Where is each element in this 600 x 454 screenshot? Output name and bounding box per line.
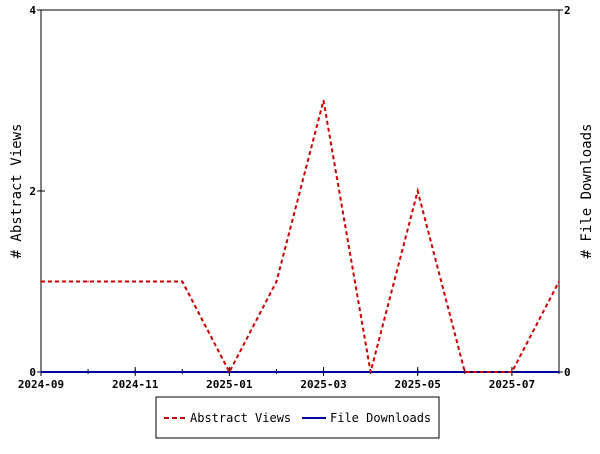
data-point-abstract-views xyxy=(134,280,136,283)
x-tick-label: 2025-05 xyxy=(395,378,441,391)
data-point-file-downloads xyxy=(40,371,42,373)
y-left-tick-label: 0 xyxy=(29,366,36,379)
plot-border xyxy=(40,9,560,373)
data-point-file-downloads xyxy=(275,371,278,373)
y-left-tick-label: 2 xyxy=(29,185,36,198)
plot-area xyxy=(40,9,560,373)
data-point-abstract-views xyxy=(464,371,466,373)
series-lines xyxy=(41,100,560,375)
data-point-abstract-views xyxy=(228,371,231,373)
legend: Abstract Views File Downloads xyxy=(155,396,440,439)
x-tick-label: 2025-01 xyxy=(206,378,253,391)
legend-label-file-downloads: File Downloads xyxy=(330,411,431,425)
data-point-file-downloads xyxy=(322,371,325,373)
legend-box xyxy=(155,396,440,439)
y-right-tick-label: 2 xyxy=(564,4,571,17)
x-tick-label: 2024-11 xyxy=(112,378,159,391)
data-point-file-downloads xyxy=(558,371,560,373)
series-line-abstract-views xyxy=(41,100,560,375)
x-tick-label: 2025-07 xyxy=(489,378,535,391)
data-points xyxy=(40,99,560,373)
y-axis-right-title: # File Downloads xyxy=(579,124,595,259)
data-point-abstract-views xyxy=(416,190,419,192)
data-point-abstract-views xyxy=(275,280,278,283)
data-point-abstract-views xyxy=(40,280,42,283)
data-point-abstract-views xyxy=(322,99,325,102)
data-point-abstract-views xyxy=(558,280,560,283)
data-point-file-downloads xyxy=(87,371,89,373)
data-point-abstract-views xyxy=(181,280,184,283)
data-point-abstract-views xyxy=(87,280,89,283)
data-point-file-downloads xyxy=(416,371,419,373)
data-point-file-downloads xyxy=(134,371,136,373)
y-right-tick-label: 0 xyxy=(564,366,571,379)
data-point-file-downloads xyxy=(181,371,184,373)
x-tick-label: 2024-09 xyxy=(18,378,64,391)
data-point-abstract-views xyxy=(511,371,513,373)
legend-label-abstract-views: Abstract Views xyxy=(190,411,291,425)
y-axis-left-title: # Abstract Views xyxy=(9,124,25,259)
x-tick-label: 2025-03 xyxy=(300,378,346,391)
data-point-abstract-views xyxy=(369,371,372,373)
y-left-tick-label: 4 xyxy=(29,4,36,17)
